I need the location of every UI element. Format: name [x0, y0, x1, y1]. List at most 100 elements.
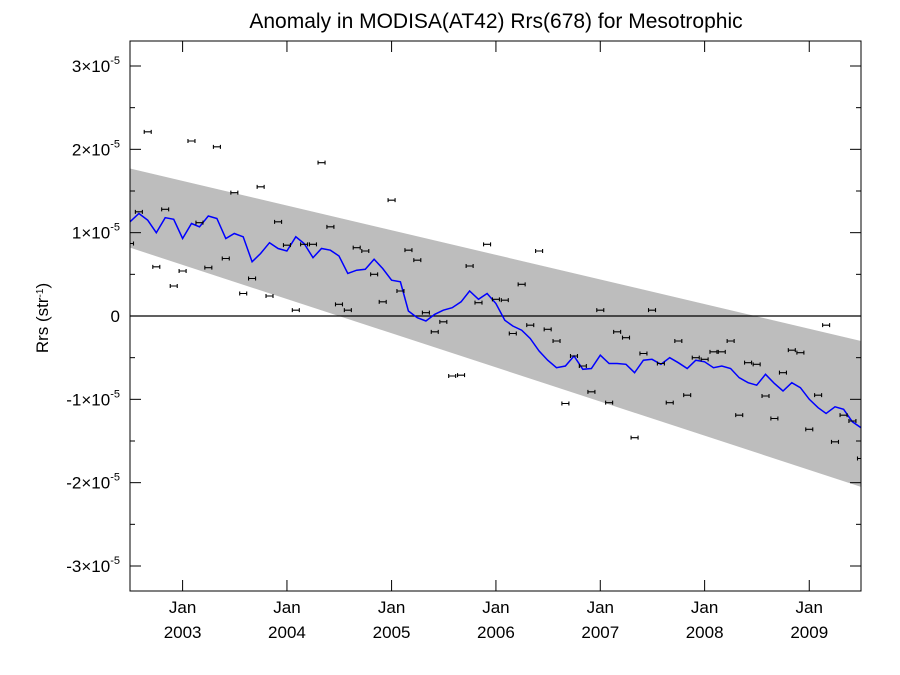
anomaly-point [221, 256, 230, 261]
anomaly-point [404, 248, 413, 253]
anomaly-point [647, 308, 657, 313]
anomaly-point [508, 331, 517, 336]
x-tick-year: 2008 [686, 623, 724, 642]
anomaly-point [805, 427, 814, 432]
y-tick-label: 1×10-5 [72, 222, 120, 243]
anomaly-point [752, 362, 761, 367]
anomaly-point [569, 354, 579, 358]
anomaly-point [761, 394, 770, 398]
anomaly-point [465, 264, 474, 268]
x-tick-month: Jan [482, 598, 509, 617]
anomaly-point [370, 272, 379, 277]
anomaly-point [856, 456, 861, 461]
anomaly-point [500, 298, 509, 303]
anomaly-point [822, 323, 831, 328]
anomaly-point [134, 209, 143, 214]
anomaly-point [161, 207, 170, 212]
anomaly-point [665, 400, 674, 405]
anomaly-point [587, 389, 596, 394]
anomaly-point [700, 357, 709, 362]
anomaly-point [535, 249, 544, 253]
y-tick-label: 0 [111, 307, 120, 326]
anomaly-point [439, 319, 448, 324]
anomaly-point [770, 416, 779, 421]
anomaly-point [387, 198, 396, 203]
anomaly-point [830, 439, 840, 444]
anomaly-point [317, 160, 326, 165]
y-axis-label: Rrs (str-1) [33, 283, 52, 353]
x-tick-year: 2005 [373, 623, 411, 642]
anomaly-point [334, 302, 344, 307]
anomaly-point [735, 413, 744, 418]
anomaly-point [187, 139, 196, 143]
anomaly-point [621, 335, 631, 340]
running-mean-line [130, 212, 861, 429]
anomaly-point [178, 269, 187, 273]
x-tick-year: 2003 [164, 623, 202, 642]
x-tick-year: 2007 [581, 623, 619, 642]
plot-area: 3×10-5 2×10-5 1×10-5 0 -1×10-5 -2×10-5 -3×10-5… [66, 40, 862, 642]
x-tick-year: 2006 [477, 623, 515, 642]
chart-title: Anomaly in MODISA(AT42) Rrs(678) for Mes… [249, 10, 742, 33]
anomaly-point [212, 144, 221, 149]
anomaly-point [744, 360, 753, 365]
anomaly-point [526, 323, 535, 328]
anomaly-point [814, 393, 823, 398]
anomaly-point [256, 184, 265, 189]
anomaly-point [265, 294, 274, 298]
x-tick-month: Jan [273, 598, 300, 617]
anomaly-point [282, 243, 291, 248]
anomaly-point [552, 339, 561, 343]
x-tick-month: Jan [378, 598, 405, 617]
anomaly-point [421, 310, 430, 315]
anomaly-point [326, 224, 335, 229]
anomaly-point [413, 258, 422, 263]
anomaly-point [474, 300, 483, 305]
anomaly-point [596, 308, 605, 313]
y-tick-label: 2×10-5 [72, 138, 120, 159]
anomaly-point [361, 249, 370, 253]
anomaly-point [343, 308, 352, 313]
anomaly-point [274, 219, 283, 224]
anomaly-point [691, 355, 700, 360]
anomaly-point [152, 264, 161, 269]
anomaly-point [839, 413, 848, 418]
y-tick-label: -2×10-5 [66, 472, 120, 493]
anomaly-point [248, 276, 257, 281]
anomaly-point [491, 297, 500, 302]
x-tick-month: Jan [691, 598, 718, 617]
x-tick-year: 2004 [268, 623, 306, 642]
anomaly-point [709, 349, 718, 354]
anomaly-point [169, 284, 178, 288]
x-tick-month: Jan [169, 598, 196, 617]
y-tick-label: -1×10-5 [66, 388, 120, 409]
anomaly-point [143, 129, 152, 134]
anomaly-point [787, 348, 796, 353]
anomaly-point [239, 291, 248, 296]
anomaly-point [448, 374, 457, 378]
y-tick-label: -3×10-5 [66, 555, 120, 576]
anomaly-point [561, 401, 570, 406]
anomaly-point [543, 327, 552, 332]
anomaly-point [630, 435, 639, 440]
anomaly-point [613, 329, 622, 334]
anomaly-point [457, 373, 466, 378]
anomaly-point [300, 242, 309, 247]
anomaly-point [683, 393, 692, 398]
anomaly-point [378, 299, 387, 304]
anomaly-point [605, 400, 614, 405]
anomaly-point [656, 361, 665, 366]
x-tick-year: 2009 [790, 623, 828, 642]
anomaly-point [796, 350, 805, 355]
anomaly-point [674, 339, 683, 343]
anomaly-point [778, 370, 788, 375]
anomaly-point [230, 190, 239, 195]
anomaly-point [726, 339, 735, 343]
anomaly-point [396, 289, 405, 293]
anomaly-point [578, 364, 587, 368]
anomaly-point [848, 419, 857, 423]
anomaly-point [291, 308, 300, 313]
anomaly-point [430, 329, 439, 334]
x-tick-month: Jan [587, 598, 614, 617]
